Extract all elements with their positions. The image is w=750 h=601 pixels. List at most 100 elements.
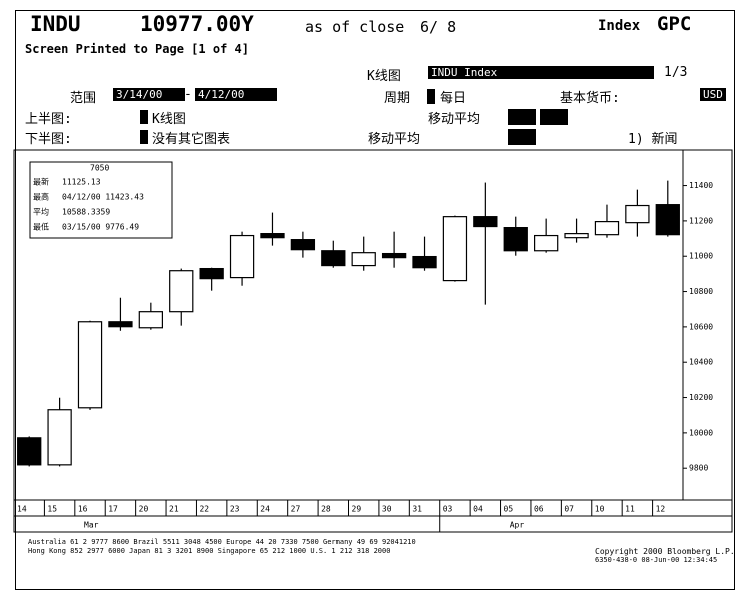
y-tick-label: 10800 bbox=[689, 287, 713, 296]
info-label: 最新 bbox=[33, 177, 49, 187]
field[interactable]: 3/14/00 bbox=[113, 88, 185, 101]
x-tick-label: 20 bbox=[139, 505, 149, 514]
y-tick-label: 11200 bbox=[689, 216, 713, 225]
y-tick-label: 10400 bbox=[689, 358, 713, 367]
x-tick-label: 22 bbox=[199, 505, 209, 514]
field[interactable] bbox=[508, 129, 536, 145]
subtitle: Screen Printed to Page [1 of 4] bbox=[25, 42, 249, 56]
function: GPC bbox=[657, 13, 692, 35]
x-tick-label: 16 bbox=[78, 505, 88, 514]
info-title: 7050 bbox=[90, 164, 109, 173]
candle-body bbox=[594, 221, 620, 236]
chart-frame bbox=[13, 149, 733, 533]
label: 范围 bbox=[70, 91, 97, 106]
label: K线图 bbox=[367, 69, 401, 84]
candle-body bbox=[108, 321, 133, 328]
y-tick-label: 10000 bbox=[689, 428, 713, 437]
label: 移动平均 bbox=[368, 132, 421, 147]
candle-body bbox=[229, 234, 255, 279]
candle-body bbox=[138, 311, 163, 329]
candle-body bbox=[564, 233, 589, 239]
field[interactable]: 4/12/00 bbox=[195, 88, 277, 101]
news[interactable]: 1) 新闻 bbox=[628, 132, 678, 147]
footer-line: Australia 61 2 9777 8600 Brazil 5511 304… bbox=[28, 538, 416, 546]
x-tick-label: 31 bbox=[412, 505, 422, 514]
page-number: 1/3 bbox=[664, 65, 688, 80]
candle-body bbox=[381, 252, 407, 259]
x-tick-label: 11 bbox=[625, 505, 635, 514]
candle-body bbox=[442, 216, 468, 282]
as-of: as of close bbox=[305, 18, 405, 36]
x-tick-label: 06 bbox=[534, 505, 544, 514]
copyright: Copyright 2000 Bloomberg L.P. bbox=[595, 547, 735, 556]
value: 没有其它图表 bbox=[152, 132, 231, 147]
x-tick-label: 24 bbox=[260, 505, 270, 514]
info-value: 11125.13 bbox=[62, 178, 101, 187]
date: 6/ 8 bbox=[420, 18, 457, 36]
label: 周期 bbox=[384, 91, 411, 106]
y-tick-label: 10600 bbox=[689, 322, 713, 331]
x-tick-label: 30 bbox=[382, 505, 392, 514]
field-marker bbox=[140, 130, 148, 144]
candle-body bbox=[77, 321, 103, 409]
y-tick-label: 11400 bbox=[689, 181, 713, 190]
y-tick-label: 11000 bbox=[689, 252, 713, 261]
candle-body bbox=[625, 204, 650, 224]
candle-body bbox=[199, 267, 224, 280]
x-tick-label: 03 bbox=[443, 505, 453, 514]
x-tick-label: 23 bbox=[230, 505, 240, 514]
month-label: Mar bbox=[84, 521, 99, 530]
field[interactable] bbox=[540, 109, 568, 125]
x-tick-label: 10 bbox=[595, 505, 605, 514]
dash: - bbox=[184, 87, 192, 102]
month-label: Apr bbox=[510, 521, 525, 530]
candle-body bbox=[412, 255, 437, 269]
price: 10977.00Y bbox=[140, 12, 254, 36]
info-value: 10588.3359 bbox=[62, 208, 110, 217]
info-value: 03/15/00 9776.49 bbox=[62, 223, 139, 232]
label: 上半图: bbox=[25, 112, 72, 127]
field-marker bbox=[140, 110, 148, 124]
x-tick-label: 14 bbox=[17, 505, 27, 514]
x-tick-label: 04 bbox=[473, 505, 483, 514]
y-tick-label: 9800 bbox=[689, 464, 708, 473]
info-label: 平均 bbox=[33, 207, 49, 217]
candle-body bbox=[473, 216, 498, 228]
info-value: 04/12/00 11423.43 bbox=[62, 193, 144, 202]
field[interactable] bbox=[508, 109, 536, 125]
candle-body bbox=[17, 437, 42, 466]
candle-body bbox=[503, 227, 528, 252]
candle-body bbox=[290, 239, 316, 251]
info-box bbox=[29, 161, 173, 239]
x-tick-label: 12 bbox=[656, 505, 666, 514]
frame bbox=[15, 10, 735, 590]
value: K线图 bbox=[152, 112, 186, 127]
x-tick-label: 05 bbox=[504, 505, 514, 514]
x-tick-label: 29 bbox=[352, 505, 362, 514]
stamp: 6350-438-0 08-Jun-00 12:34:45 bbox=[595, 556, 718, 564]
label: 基本货币: bbox=[560, 91, 620, 106]
label: 移动平均 bbox=[428, 112, 481, 127]
label: 下半图: bbox=[25, 132, 72, 147]
candle-body bbox=[169, 270, 194, 313]
ticker: INDU bbox=[30, 12, 81, 36]
field[interactable]: INDU Index bbox=[428, 66, 654, 79]
info-label: 最高 bbox=[33, 192, 49, 202]
field-marker bbox=[427, 89, 435, 104]
candle-body bbox=[260, 233, 285, 239]
value: 每日 bbox=[440, 91, 467, 106]
x-tick-label: 28 bbox=[321, 505, 331, 514]
footer-line: Hong Kong 852 2977 6000 Japan 81 3 3201 … bbox=[28, 547, 391, 555]
x-tick-label: 07 bbox=[564, 505, 574, 514]
y-tick-label: 10200 bbox=[689, 393, 713, 402]
candle-body bbox=[655, 204, 680, 236]
candle-body bbox=[321, 250, 346, 267]
field[interactable]: USD bbox=[700, 88, 726, 101]
info-label: 最低 bbox=[33, 222, 49, 232]
x-tick-label: 27 bbox=[291, 505, 301, 514]
x-tick-label: 15 bbox=[47, 505, 57, 514]
candle-body bbox=[47, 409, 72, 466]
x-tick-label: 21 bbox=[169, 505, 179, 514]
